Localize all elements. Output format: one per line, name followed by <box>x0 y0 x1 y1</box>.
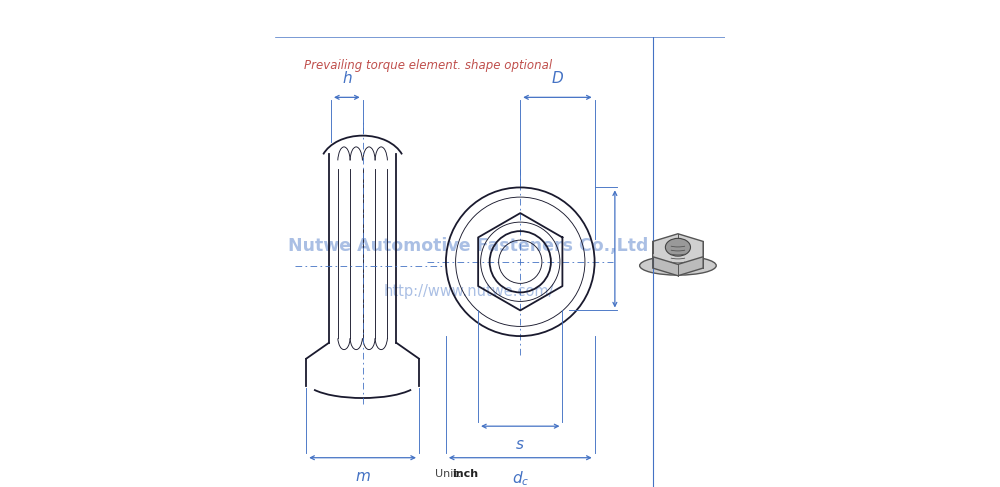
Text: s: s <box>516 437 524 452</box>
Text: Prevailing torque element. shape optional: Prevailing torque element. shape optiona… <box>304 59 552 72</box>
Text: http://www.nutwe.com/: http://www.nutwe.com/ <box>383 283 554 299</box>
Polygon shape <box>653 234 703 264</box>
Text: ASME B 18.16.6 - 2017 Prevailing Torque All-Metal Type Hex Flange Nuts: ASME B 18.16.6 - 2017 Prevailing Torque … <box>171 11 829 26</box>
Text: $d_c$: $d_c$ <box>512 469 529 487</box>
Text: h: h <box>342 71 352 86</box>
Text: m: m <box>355 469 370 484</box>
Text: Nutwe Automotive Fasteners Co.,Ltd: Nutwe Automotive Fasteners Co.,Ltd <box>288 237 649 255</box>
Polygon shape <box>653 245 703 276</box>
Text: D: D <box>552 71 563 86</box>
Ellipse shape <box>640 256 716 275</box>
Text: inch: inch <box>452 469 478 479</box>
Ellipse shape <box>665 238 690 256</box>
Text: Unit:: Unit: <box>435 469 465 479</box>
